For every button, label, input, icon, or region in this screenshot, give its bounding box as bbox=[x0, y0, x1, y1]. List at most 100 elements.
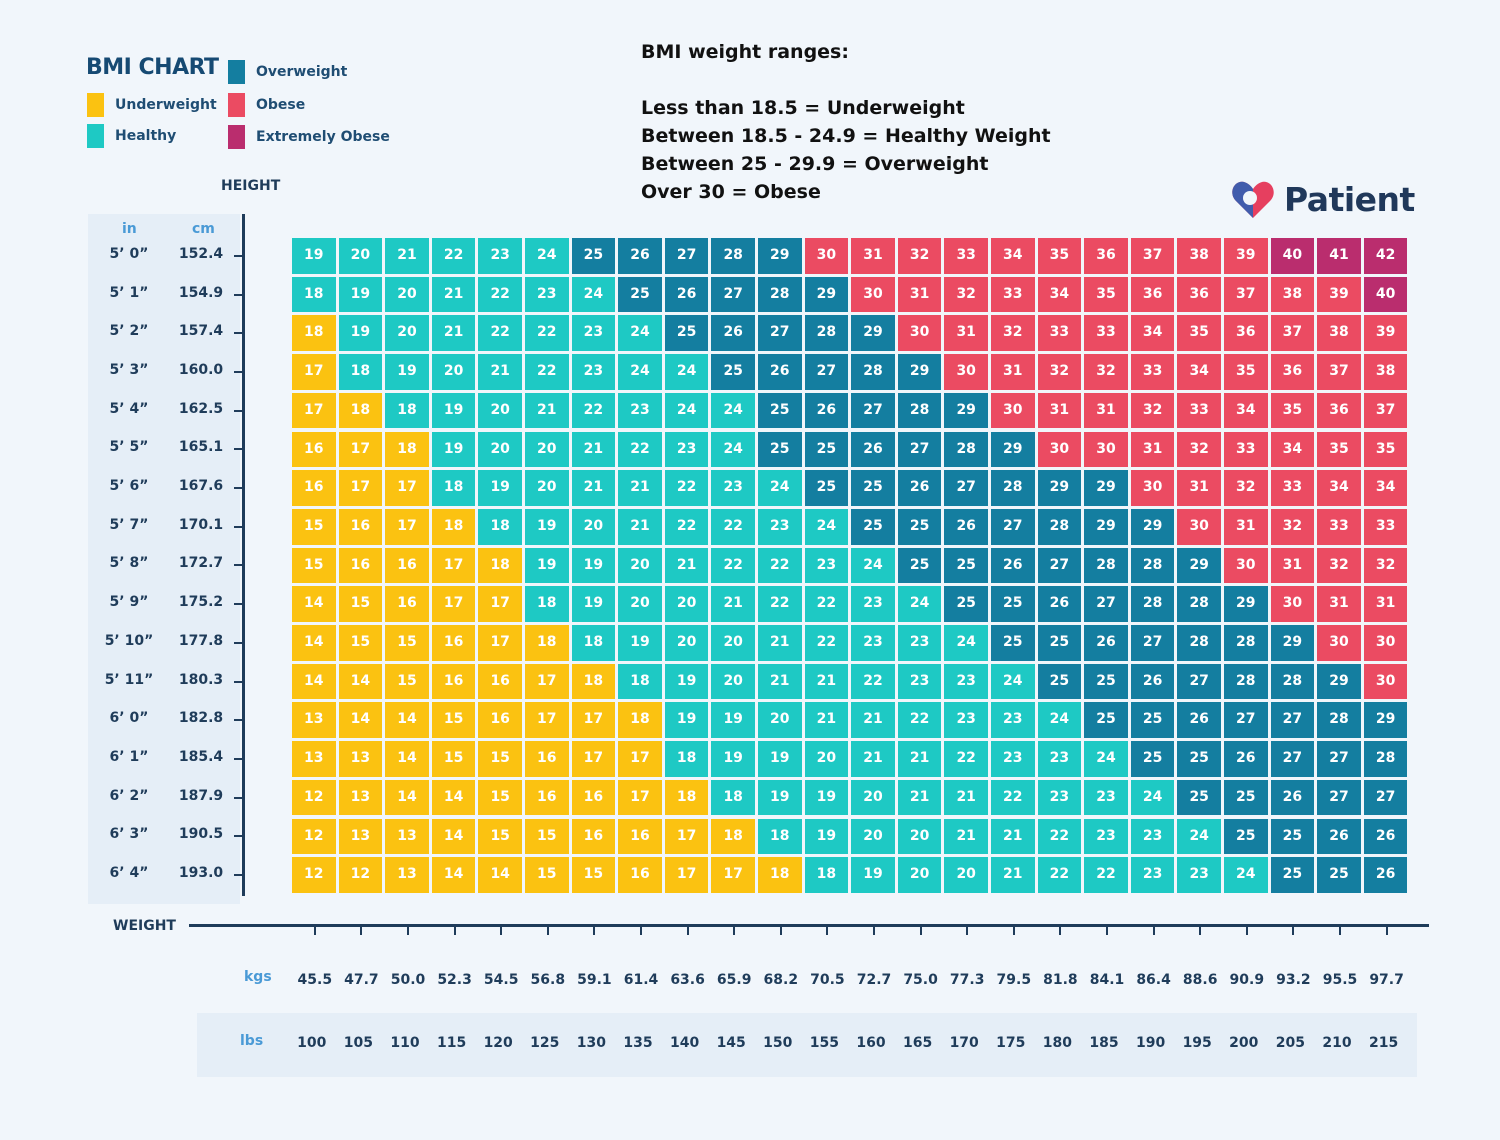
height-tick bbox=[234, 564, 242, 567]
height-tick bbox=[234, 370, 242, 373]
height-in-label: 6’ 1” bbox=[109, 748, 149, 765]
bmi-cell: 27 bbox=[897, 431, 942, 468]
bmi-cell: 23 bbox=[478, 238, 522, 274]
bmi-cell: 18 bbox=[292, 276, 336, 313]
bmi-cell: 26 bbox=[1177, 702, 1221, 739]
bmi-cell: 22 bbox=[478, 276, 522, 313]
height-in-label: 5’ 3” bbox=[109, 361, 149, 378]
bmi-cell: 30 bbox=[991, 392, 1035, 429]
bmi-cell: 28 bbox=[1130, 586, 1175, 622]
height-tick bbox=[234, 409, 242, 412]
kg-value: 59.1 bbox=[577, 972, 612, 988]
bmi-cell: 27 bbox=[991, 508, 1035, 545]
bmi-cell: 24 bbox=[1177, 818, 1221, 855]
bmi-cell: 17 bbox=[431, 586, 476, 622]
bmi-cell: 32 bbox=[1317, 547, 1361, 584]
bmi-cell: 14 bbox=[292, 663, 336, 700]
bmi-cell: 26 bbox=[1084, 625, 1128, 661]
bmi-cell: 25 bbox=[1270, 857, 1315, 893]
kg-value: 52.3 bbox=[437, 972, 472, 988]
bmi-cell: 17 bbox=[478, 586, 522, 622]
weight-tick bbox=[593, 927, 596, 935]
range-line: Over 30 = Obese bbox=[641, 181, 821, 203]
lbs-value: 155 bbox=[809, 1035, 839, 1051]
legend-label: Obese bbox=[256, 97, 306, 113]
legend-swatch bbox=[87, 93, 104, 117]
logo-text: Patient bbox=[1284, 179, 1415, 219]
bmi-cell: 16 bbox=[431, 625, 476, 661]
bmi-cell: 23 bbox=[758, 508, 802, 545]
bmi-cell: 25 bbox=[804, 470, 849, 506]
bmi-cell: 25 bbox=[1037, 625, 1082, 661]
bmi-cell: 29 bbox=[1084, 470, 1128, 506]
weight-tick bbox=[733, 927, 736, 935]
legend-swatch bbox=[228, 93, 245, 117]
bmi-cell: 16 bbox=[338, 508, 383, 545]
bmi-cell: 17 bbox=[338, 470, 383, 506]
bmi-cell: 33 bbox=[1224, 431, 1268, 468]
bmi-cell: 28 bbox=[1270, 663, 1315, 700]
bmi-cell: 33 bbox=[1130, 354, 1175, 390]
bmi-cell: 25 bbox=[1130, 702, 1175, 739]
bmi-cell: 25 bbox=[1037, 663, 1082, 700]
bmi-cell: 26 bbox=[804, 392, 849, 429]
bmi-cell: 17 bbox=[385, 470, 429, 506]
height-labels-panel bbox=[88, 214, 240, 904]
bmi-cell: 24 bbox=[711, 392, 755, 429]
height-in-label: 6’ 0” bbox=[109, 710, 149, 727]
bmi-cell: 32 bbox=[944, 276, 988, 313]
patient-logo[interactable]: Patient bbox=[1230, 178, 1415, 220]
weight-tick bbox=[919, 927, 922, 935]
bmi-cell: 31 bbox=[1317, 586, 1361, 622]
bmi-cell: 17 bbox=[292, 354, 336, 390]
bmi-cell: 31 bbox=[1130, 431, 1175, 468]
bmi-cell: 28 bbox=[804, 315, 849, 352]
weight-tick bbox=[453, 927, 456, 935]
bmi-cell: 37 bbox=[1270, 315, 1315, 352]
legend-item-healthy: Healthy bbox=[87, 124, 176, 148]
height-cm-label: 193.0 bbox=[178, 865, 224, 882]
bmi-cell: 35 bbox=[1270, 392, 1315, 429]
bmi-cell: 34 bbox=[1317, 470, 1361, 506]
bmi-cell: 27 bbox=[1130, 625, 1175, 661]
kg-value: 47.7 bbox=[344, 972, 379, 988]
bmi-cell: 18 bbox=[758, 818, 802, 855]
bmi-cell: 15 bbox=[292, 508, 336, 545]
bmi-cell: 19 bbox=[711, 702, 755, 739]
bmi-cell: 12 bbox=[292, 779, 336, 816]
height-cm-label: 162.5 bbox=[178, 400, 224, 417]
bmi-cell: 19 bbox=[711, 741, 755, 777]
bmi-cell: 16 bbox=[385, 547, 429, 584]
bmi-cell: 37 bbox=[1317, 354, 1361, 390]
bmi-cell: 24 bbox=[571, 276, 616, 313]
bmi-cell: 19 bbox=[525, 508, 569, 545]
bmi-cell: 22 bbox=[991, 779, 1035, 816]
bmi-cell: 24 bbox=[1037, 702, 1082, 739]
bmi-cell: 32 bbox=[1130, 392, 1175, 429]
bmi-cell: 35 bbox=[1224, 354, 1268, 390]
bmi-cell: 42 bbox=[1363, 238, 1408, 274]
bmi-cell: 28 bbox=[851, 354, 895, 390]
weight-tick bbox=[360, 927, 363, 935]
bmi-cell: 28 bbox=[1363, 741, 1408, 777]
weight-tick bbox=[1106, 927, 1108, 935]
bmi-cell: 23 bbox=[571, 315, 616, 352]
bmi-cell: 19 bbox=[758, 741, 802, 777]
height-cm-label: 172.7 bbox=[178, 555, 224, 572]
bmi-cell: 14 bbox=[292, 625, 336, 661]
bmi-cell: 21 bbox=[851, 741, 895, 777]
bmi-cell: 24 bbox=[804, 508, 849, 545]
bmi-cell: 21 bbox=[618, 508, 662, 545]
bmi-cell: 16 bbox=[478, 663, 522, 700]
bmi-cell: 29 bbox=[1270, 625, 1315, 661]
weight-tick bbox=[1199, 927, 1202, 935]
bmi-cell: 15 bbox=[338, 586, 383, 622]
bmi-cell: 22 bbox=[525, 354, 569, 390]
bmi-cell: 30 bbox=[1177, 508, 1221, 545]
height-cm-label: 165.1 bbox=[178, 439, 224, 456]
lbs-value: 120 bbox=[483, 1035, 513, 1051]
bmi-cell: 19 bbox=[804, 818, 849, 855]
bmi-cell: 26 bbox=[1317, 818, 1361, 855]
bmi-cell: 36 bbox=[1317, 392, 1361, 429]
bmi-cell: 14 bbox=[385, 779, 429, 816]
